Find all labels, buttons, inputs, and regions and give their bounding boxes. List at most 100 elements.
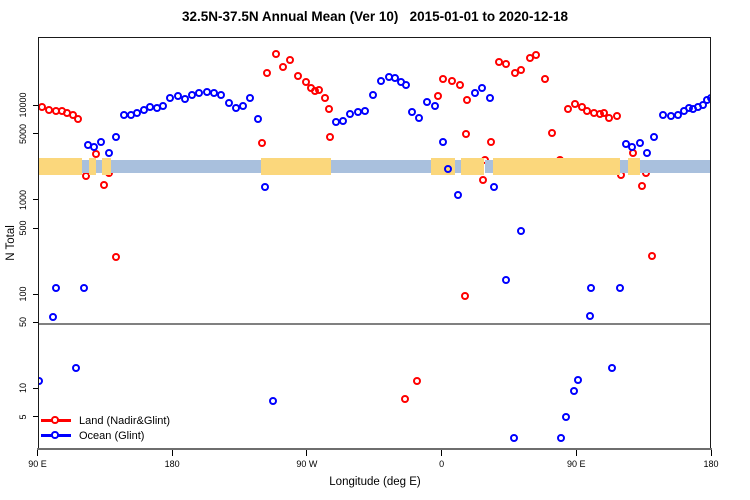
y-tick-label: 10000 bbox=[18, 92, 28, 118]
data-point-land bbox=[263, 69, 272, 78]
surface-band-ocean bbox=[454, 160, 462, 173]
surface-band-land bbox=[461, 157, 485, 175]
data-point-ocean bbox=[453, 190, 462, 199]
data-point-land bbox=[455, 81, 464, 90]
y-tick-label: 10 bbox=[18, 383, 28, 394]
data-point-ocean bbox=[195, 89, 204, 98]
data-point-ocean bbox=[430, 101, 439, 110]
surface-band-land bbox=[39, 157, 82, 175]
data-point-ocean bbox=[173, 92, 182, 101]
data-point-land bbox=[516, 65, 525, 74]
data-point-land bbox=[99, 180, 108, 189]
data-point-ocean bbox=[339, 117, 348, 126]
data-point-ocean bbox=[635, 139, 644, 148]
data-point-ocean bbox=[39, 376, 43, 385]
data-point-land bbox=[563, 104, 572, 113]
data-point-land bbox=[285, 55, 294, 64]
data-point-ocean bbox=[353, 107, 362, 116]
y-tick-label: 500 bbox=[18, 220, 28, 236]
data-point-land bbox=[605, 113, 614, 122]
y-tick bbox=[32, 133, 38, 135]
surface-band-ocean bbox=[619, 160, 629, 173]
reference-line-n50 bbox=[39, 323, 710, 325]
data-point-ocean bbox=[71, 364, 80, 373]
data-point-land bbox=[462, 96, 471, 105]
surface-band-land bbox=[260, 157, 332, 175]
data-point-land bbox=[74, 114, 83, 123]
x-tick-label: 90 E bbox=[28, 458, 47, 469]
data-point-ocean bbox=[346, 110, 355, 119]
y-tick bbox=[32, 416, 38, 418]
surface-band-ocean bbox=[640, 160, 710, 173]
data-point-ocean bbox=[438, 137, 447, 146]
data-point-land bbox=[294, 72, 303, 80]
data-point-ocean bbox=[158, 101, 167, 110]
x-tick-label: 180 bbox=[703, 458, 719, 469]
y-tick bbox=[32, 199, 38, 201]
data-point-ocean bbox=[112, 133, 121, 142]
data-point-ocean bbox=[49, 312, 58, 321]
data-point-ocean bbox=[51, 283, 60, 292]
chart-title: 32.5N-37.5N Annual Mean (Ver 10) 2015-01… bbox=[182, 9, 568, 24]
data-point-land bbox=[258, 138, 267, 147]
data-point-ocean bbox=[516, 227, 525, 236]
surface-band-land bbox=[628, 157, 641, 175]
data-point-land bbox=[478, 176, 487, 185]
x-tick-label: 90 W bbox=[296, 458, 318, 469]
surface-band-land bbox=[89, 157, 97, 175]
data-point-land bbox=[637, 181, 646, 190]
data-point-ocean bbox=[202, 87, 211, 96]
x-tick-label: 90 E bbox=[567, 458, 586, 469]
data-point-ocean bbox=[510, 433, 519, 442]
legend-item-ocean: Ocean (Glint) bbox=[41, 428, 170, 443]
data-point-ocean bbox=[89, 143, 98, 152]
data-point-land bbox=[502, 60, 511, 69]
data-point-ocean bbox=[615, 283, 624, 292]
data-point-land bbox=[324, 105, 333, 114]
data-point-ocean bbox=[643, 148, 652, 157]
y-tick bbox=[32, 293, 38, 295]
data-point-ocean bbox=[443, 164, 452, 173]
surface-band-ocean bbox=[484, 160, 494, 173]
surface-band-ocean bbox=[331, 160, 431, 173]
data-point-ocean bbox=[188, 90, 196, 99]
data-point-land bbox=[279, 63, 288, 72]
surface-band-ocean bbox=[96, 160, 103, 173]
legend-label-ocean: Ocean (Glint) bbox=[79, 429, 145, 442]
data-point-ocean bbox=[407, 107, 416, 116]
data-point-ocean bbox=[104, 148, 113, 157]
data-point-ocean bbox=[587, 283, 596, 292]
data-point-land bbox=[487, 137, 496, 146]
data-point-ocean bbox=[477, 84, 486, 93]
data-point-land bbox=[439, 75, 448, 84]
data-point-ocean bbox=[269, 397, 278, 406]
data-point-ocean bbox=[471, 89, 480, 97]
data-point-ocean bbox=[79, 283, 88, 292]
data-point-ocean bbox=[402, 81, 411, 90]
x-tick bbox=[441, 450, 443, 456]
x-tick-label: 0 bbox=[439, 458, 445, 469]
data-point-land bbox=[448, 76, 457, 85]
data-point-ocean bbox=[485, 93, 494, 102]
y-tick-label: 100 bbox=[18, 286, 28, 302]
data-point-ocean bbox=[96, 138, 105, 147]
data-point-ocean bbox=[666, 112, 675, 121]
surface-band-ocean bbox=[111, 160, 261, 173]
y-tick-label: 5000 bbox=[18, 123, 28, 144]
data-point-ocean bbox=[585, 311, 594, 320]
data-point-land bbox=[547, 129, 556, 138]
data-point-ocean bbox=[209, 89, 218, 98]
data-point-ocean bbox=[650, 132, 659, 141]
x-tick bbox=[710, 450, 712, 456]
data-point-land bbox=[612, 111, 621, 120]
data-point-ocean bbox=[245, 94, 254, 103]
x-tick bbox=[306, 450, 308, 456]
x-axis-title: Longitude (deg E) bbox=[329, 476, 421, 488]
land-circle-icon bbox=[51, 416, 59, 424]
data-point-ocean bbox=[698, 100, 707, 109]
data-point-ocean bbox=[217, 91, 226, 100]
data-point-ocean bbox=[423, 97, 432, 106]
data-point-ocean bbox=[574, 375, 583, 384]
surface-band-land bbox=[102, 157, 112, 175]
y-tick bbox=[32, 321, 38, 323]
